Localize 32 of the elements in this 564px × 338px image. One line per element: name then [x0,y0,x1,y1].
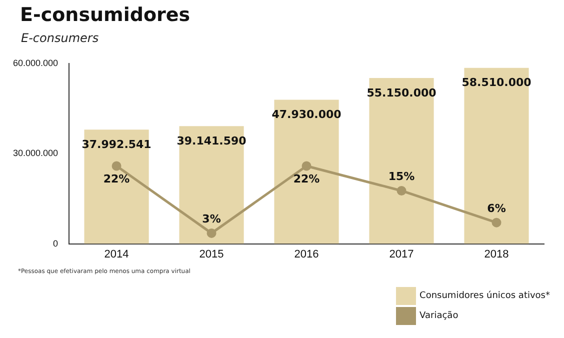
y-tick-label: 60.000.000 [12,58,58,68]
point [302,161,312,171]
x-tick-label: 2014 [104,248,129,260]
data-label: 58.510.000 [462,76,532,90]
point [492,218,502,228]
x-tick-label: 2018 [484,248,509,260]
point [112,161,122,171]
bar [464,68,529,244]
y-tick-label: 30.000.000 [12,148,58,158]
data-label: 22% [293,172,320,186]
point [206,228,216,238]
data-label: 37.992.541 [82,138,152,151]
x-tick-label: 2016 [294,248,319,260]
x-tick-label: 2015 [199,248,224,260]
data-label: 55.150.000 [366,86,437,100]
legend-label: Variação [420,311,458,321]
data-label: 6% [487,202,506,215]
bar [274,100,339,244]
data-label: 3% [202,212,221,226]
data-label: 22% [103,172,130,186]
bar [179,126,244,244]
y-tick-label: 0 [53,238,58,248]
point [396,186,406,196]
data-label: 39.141.590 [176,134,247,148]
chart-title: E-consumidores [20,4,190,26]
data-label: 15% [388,170,415,184]
chart-subtitle: E-consumers [21,31,99,45]
legend-label: Consumidores únicos ativos* [420,291,550,301]
bar [369,78,434,244]
data-label: 47.930.000 [272,108,342,122]
x-tick-label: 2017 [389,248,414,260]
bar [84,130,149,244]
